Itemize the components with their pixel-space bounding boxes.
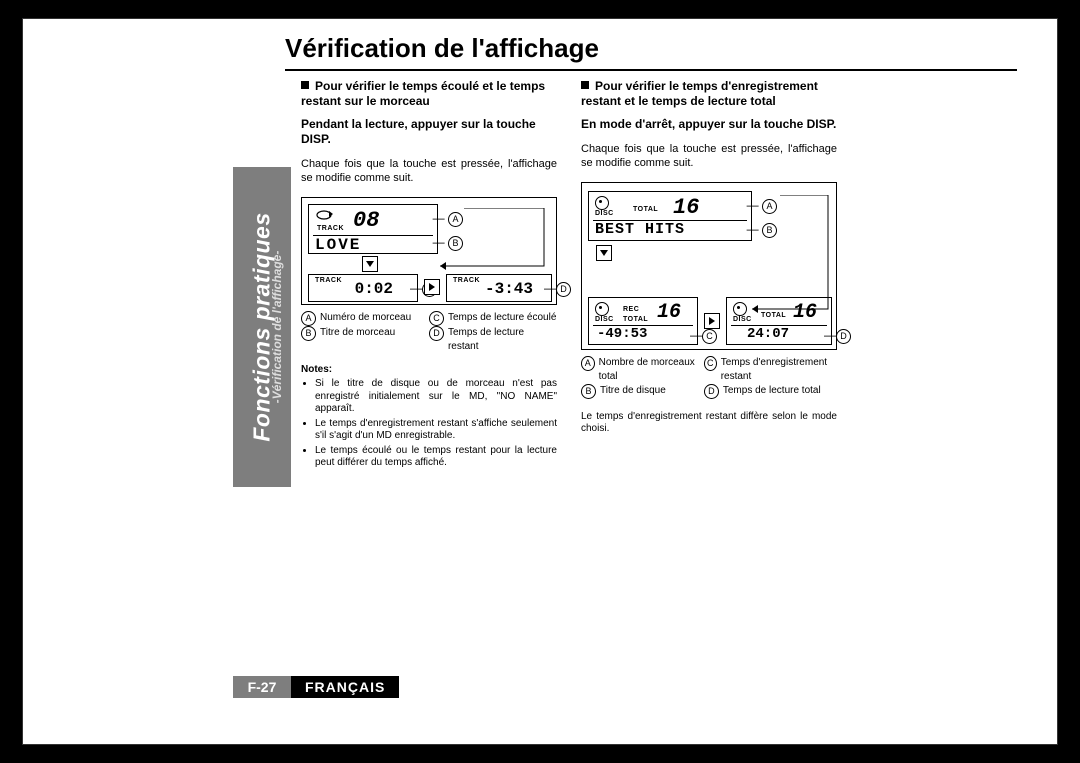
page-number: F-27 [233, 676, 291, 698]
rlg-a-t: Nombre de morceaux total [599, 356, 704, 384]
note-3: Le temps écoulé ou le temps restant pour… [315, 445, 557, 470]
r-rec: REC [623, 306, 639, 315]
r-title: BEST HITS [595, 221, 685, 240]
disc-icon [595, 196, 609, 210]
tab-sub: -Vérification de l'affichage- [270, 251, 284, 404]
left-legend: A Numéro de morceau C Temps de lecture éco… [301, 311, 557, 354]
notes-block: Notes: Si le titre de disque ou de morce… [301, 364, 557, 470]
left-heading-text: Pour vérifier le temps écoulé et le temp… [301, 79, 545, 108]
mark-d-wrap: —D [544, 281, 571, 297]
r-tot2: TOTAL [623, 316, 648, 325]
arrow-down-left [362, 256, 378, 272]
rlg-c-t: Temps d'enregistrement restant [721, 356, 837, 384]
r-arrow-down [596, 245, 612, 261]
rlg-d: D [704, 384, 719, 399]
repeat-icon [315, 209, 333, 221]
lg-a-text: Numéro de morceau [320, 311, 411, 325]
note-1: Si le titre de disque ou de morceau n'es… [315, 378, 557, 416]
left-heading: Pour vérifier le temps écoulé et le temp… [301, 79, 557, 109]
mark-d: D [556, 282, 571, 297]
lg-b-text: Titre de morceau [320, 326, 395, 340]
r-count3: 16 [793, 300, 817, 325]
lcd-elapsed-box: TRACK 0:02 —C [308, 274, 418, 302]
r-tot3: TOTAL [761, 312, 786, 321]
lcd-panel-right: DISC TOTAL 16 BEST HITS — A — B DISC [581, 182, 837, 350]
lg-c-text: Temps de lecture écoulé [448, 311, 556, 325]
left-lead: Chaque fois que la touche est pressée, l… [301, 158, 557, 186]
arrow-right-left [424, 279, 440, 295]
disc-icon3 [733, 302, 747, 316]
r-recremain: -49:53 [597, 326, 647, 344]
right-heading: Pour vérifier le temps d'enregistrement … [581, 79, 837, 109]
remain: -3:43 [485, 279, 533, 299]
route-line-left [440, 208, 550, 272]
r-total: TOTAL [633, 206, 658, 215]
lg-b: B [301, 326, 316, 341]
right-column: Pour vérifier le temps d'enregistrement … [581, 79, 837, 446]
right-lead: Chaque fois que la touche est pressée, l… [581, 143, 837, 171]
track-label: TRACK [317, 225, 344, 234]
rlg-b: B [581, 384, 596, 399]
bullet-square [301, 81, 309, 89]
lcd-panel-left: TRACK 08 LOVE — A — B TRACK 0:02 — [301, 197, 557, 305]
sheet: Vérification de l'affichage Fonctions pr… [22, 18, 1058, 745]
r-disc2: DISC [595, 316, 614, 325]
r-arrow-right [704, 313, 720, 329]
r-mark-c: C [702, 329, 717, 344]
lcd-remain-box: TRACK -3:43 —D [446, 274, 552, 302]
r-disc3: DISC [733, 316, 752, 325]
r-count2: 16 [657, 300, 681, 325]
lg-d-text: Temps de lecture restant [448, 326, 557, 354]
language-label: FRANÇAIS [291, 676, 399, 698]
page-title: Vérification de l'affichage [285, 33, 599, 64]
track-label2: TRACK [315, 277, 342, 286]
r-count: 16 [673, 194, 699, 222]
footer-bar: F-27 FRANÇAIS [233, 676, 399, 698]
rlg-d-t: Temps de lecture total [723, 384, 821, 398]
right-heading-text: Pour vérifier le temps d'enregistrement … [581, 79, 818, 108]
left-column: Pour vérifier le temps écoulé et le temp… [301, 79, 557, 472]
lg-d: D [429, 326, 444, 341]
r-md: —D [824, 328, 851, 344]
lcd-title: LOVE [315, 235, 361, 255]
track-number: 08 [353, 207, 379, 235]
elapsed: 0:02 [355, 279, 393, 299]
note-2: Le temps d'enregistrement restant s'affi… [315, 418, 557, 443]
lcd-top-box: TRACK 08 LOVE — A — B [308, 204, 438, 254]
right-note: Le temps d'enregistrement restant diffèr… [581, 411, 837, 436]
lg-c: C [429, 311, 444, 326]
rlg-a: A [581, 356, 595, 371]
track-label3: TRACK [453, 277, 480, 286]
r-mc: —C [690, 328, 717, 344]
rlg-c: C [704, 356, 717, 371]
right-legend: A Nombre de morceaux total C Temps d'enreg… [581, 356, 837, 399]
r-top-box: DISC TOTAL 16 BEST HITS — A — B [588, 191, 752, 241]
notes-title: Notes: [301, 364, 557, 377]
r-play-box: DISC TOTAL 16 24:07 —D [726, 297, 832, 345]
side-tab: Fonctions pratiques -Vérification de l'a… [233, 167, 291, 487]
title-rule [285, 69, 1017, 71]
left-sub: Pendant la lecture, appuyer sur la touch… [301, 117, 557, 147]
bullet-square-r [581, 81, 589, 89]
right-sub: En mode d'arrêt, appuyer sur la touche D… [581, 117, 837, 132]
r-disc: DISC [595, 210, 614, 219]
r-mark-d: D [836, 329, 851, 344]
rlg-b-t: Titre de disque [600, 384, 666, 398]
r-playtotal: 24:07 [747, 326, 789, 344]
notes-list: Si le titre de disque ou de morceau n'es… [301, 378, 557, 470]
r-rec-box: DISC REC TOTAL 16 -49:53 —C [588, 297, 698, 345]
disc-icon2 [595, 302, 609, 316]
page-root: Vérification de l'affichage Fonctions pr… [0, 0, 1080, 763]
lg-a: A [301, 311, 316, 326]
